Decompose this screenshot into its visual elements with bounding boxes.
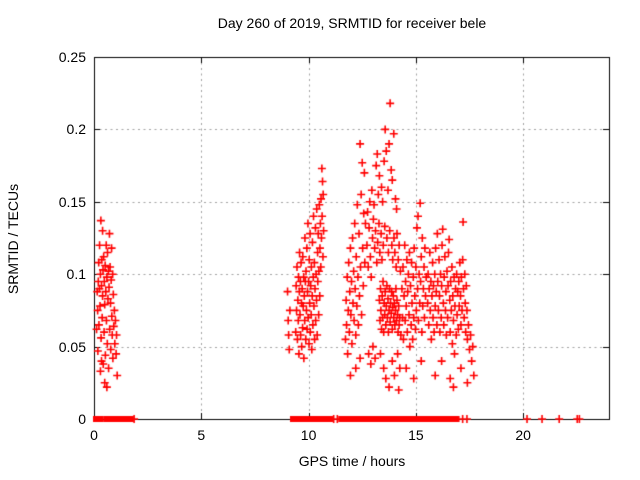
y-tick-label: 0.05 (58, 338, 86, 355)
y-tick-label: 0.1 (66, 266, 86, 283)
x-tick-label: 20 (515, 427, 531, 443)
y-tick-label: 0.25 (58, 49, 86, 65)
x-axis-label: GPS time / hours (298, 453, 406, 469)
chart-title: Day 260 of 2019, SRMTID for receiver bel… (217, 15, 487, 31)
x-tick-label: 15 (408, 427, 424, 443)
y-tick-label: 0.2 (66, 121, 86, 138)
y-axis-label: SRMTID / TECUs (5, 183, 21, 295)
x-tick-label: 0 (90, 427, 98, 443)
y-tick-label: 0 (78, 411, 86, 427)
y-tick-label: 0.15 (58, 193, 86, 210)
x-tick-label: 5 (197, 427, 206, 443)
x-tick-label: 10 (300, 427, 317, 443)
